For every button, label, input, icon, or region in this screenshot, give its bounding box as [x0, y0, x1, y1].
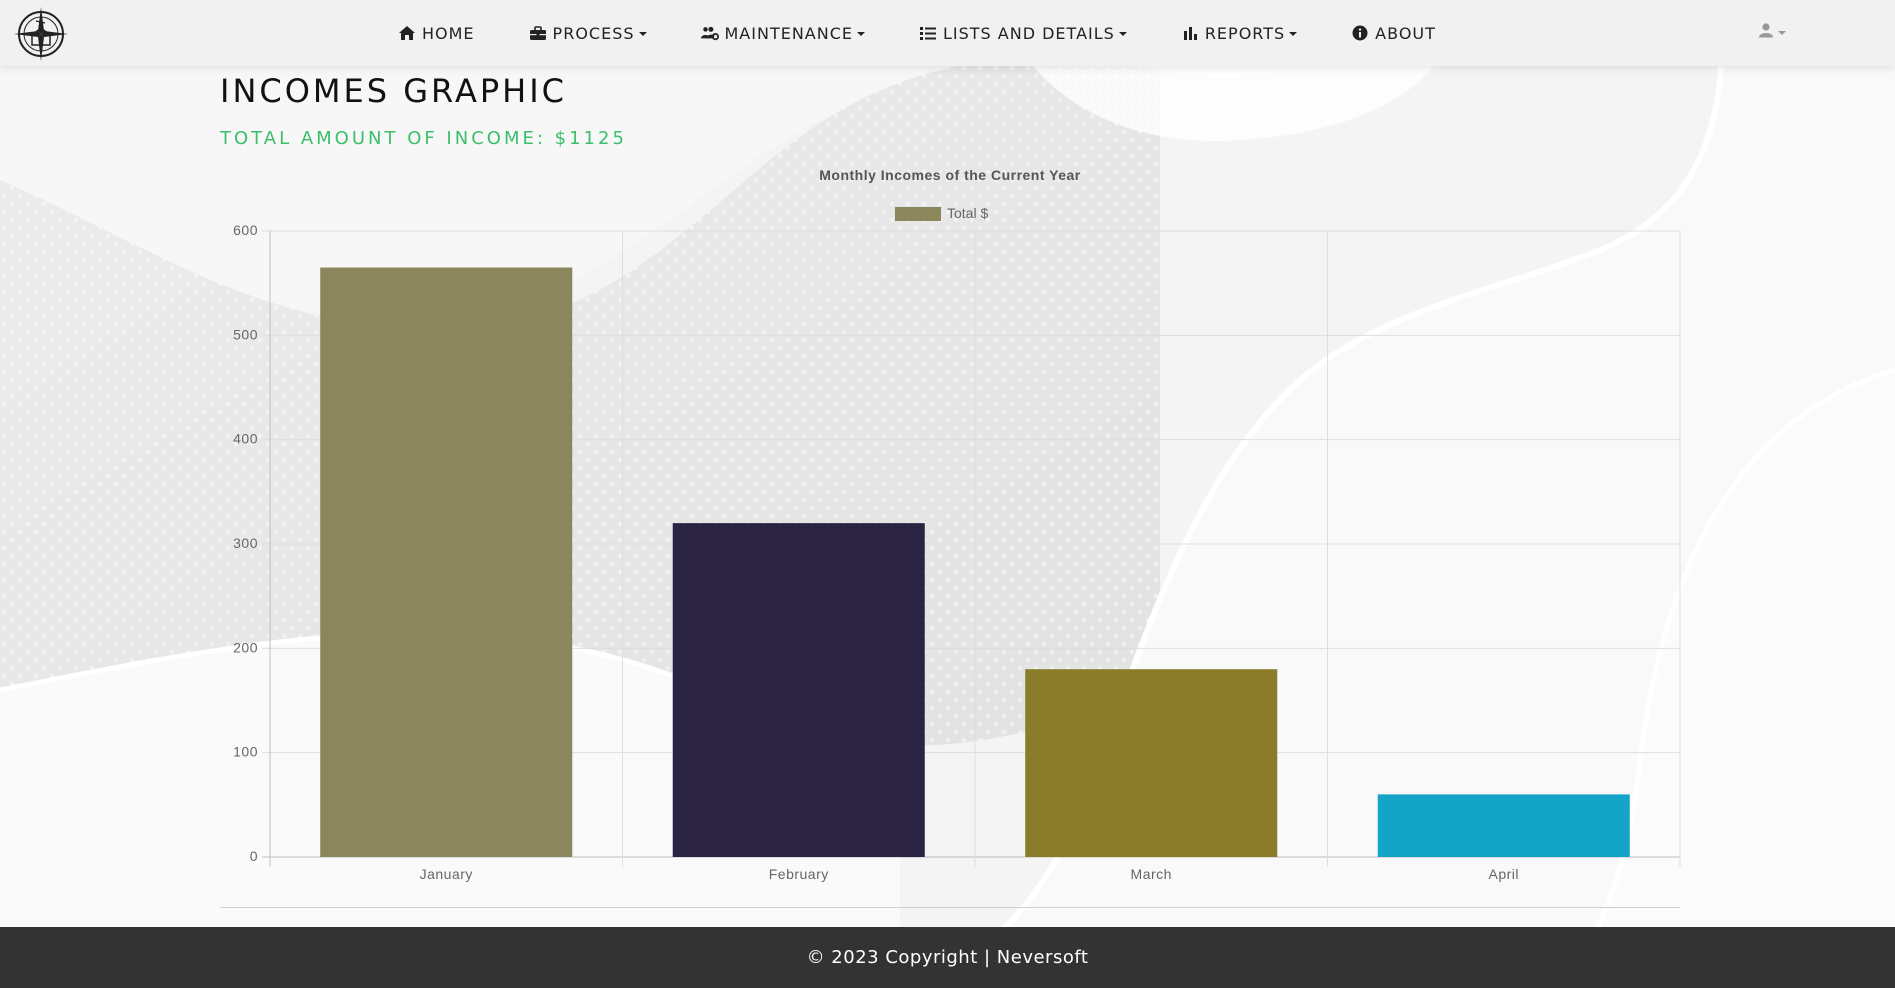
- chevron-down-icon: [856, 32, 865, 36]
- income-chart: Monthly Incomes of the Current Year Total…: [220, 160, 1681, 900]
- total-income: TOTAL AMOUNT OF INCOME: $1125: [220, 128, 627, 149]
- y-tick-label: 500: [233, 326, 258, 342]
- footer: © 2023 Copyright | Neversoft: [0, 927, 1895, 988]
- info-icon: [1351, 25, 1369, 41]
- copyright-text: © 2023 Copyright | Neversoft: [806, 947, 1089, 968]
- legend-swatch: [895, 207, 941, 221]
- user-menu[interactable]: [1758, 20, 1786, 44]
- bar: [320, 267, 573, 857]
- bar: [1377, 794, 1630, 857]
- nav-process-label: PROCESS: [552, 23, 635, 43]
- bar: [672, 523, 925, 857]
- nav-lists-and-details[interactable]: LISTS AND DETAILS: [919, 24, 1127, 43]
- chart-title: Monthly Incomes of the Current Year: [819, 167, 1081, 183]
- user-icon: [1758, 22, 1774, 42]
- nav-about-label: ABOUT: [1375, 23, 1436, 43]
- logo[interactable]: [12, 5, 70, 63]
- nav-process[interactable]: PROCESS: [529, 24, 647, 43]
- chevron-down-icon: [638, 32, 647, 36]
- toolbox-icon: [529, 25, 547, 41]
- nav-home[interactable]: HOME: [398, 24, 475, 43]
- list-icon: [919, 25, 937, 41]
- users-gear-icon: [700, 25, 719, 41]
- x-tick-label: March: [1131, 866, 1172, 882]
- chevron-down-icon: [1289, 32, 1298, 36]
- nav-about[interactable]: ABOUT: [1351, 24, 1436, 43]
- x-tick-label: January: [420, 866, 473, 882]
- y-tick-label: 400: [233, 431, 258, 447]
- page-title: INCOMES GRAPHIC: [220, 72, 567, 110]
- chevron-down-icon: [1778, 31, 1786, 35]
- nav-home-label: HOME: [422, 23, 475, 43]
- nav-maintenance[interactable]: MAINTENANCE: [700, 23, 865, 43]
- nav-reports-label: REPORTS: [1204, 23, 1286, 43]
- bar: [1025, 669, 1278, 857]
- compass-logo-icon: [14, 7, 68, 61]
- x-tick-label: February: [769, 866, 829, 882]
- nav-lists-label: LISTS AND DETAILS: [942, 23, 1115, 43]
- y-tick-label: 200: [233, 639, 258, 655]
- x-tick-label: April: [1488, 866, 1519, 882]
- nav-menu: HOME PROCESS MAINTENANCE LIST: [398, 0, 1490, 66]
- bar-chart-icon: [1181, 25, 1199, 41]
- y-tick-label: 300: [233, 535, 258, 551]
- nav-maintenance-label: MAINTENANCE: [724, 23, 853, 43]
- legend-label: Total $: [947, 205, 988, 221]
- bar-chart: Monthly Incomes of the Current Year Total…: [233, 167, 1681, 882]
- y-tick-label: 0: [250, 848, 258, 864]
- y-tick-label: 100: [233, 744, 258, 760]
- navbar: HOME PROCESS MAINTENANCE LIST: [0, 0, 1895, 66]
- nav-reports[interactable]: REPORTS: [1181, 23, 1298, 43]
- y-tick-label: 600: [233, 222, 258, 238]
- divider: [220, 907, 1680, 908]
- home-icon: [398, 25, 416, 41]
- chevron-down-icon: [1118, 32, 1127, 36]
